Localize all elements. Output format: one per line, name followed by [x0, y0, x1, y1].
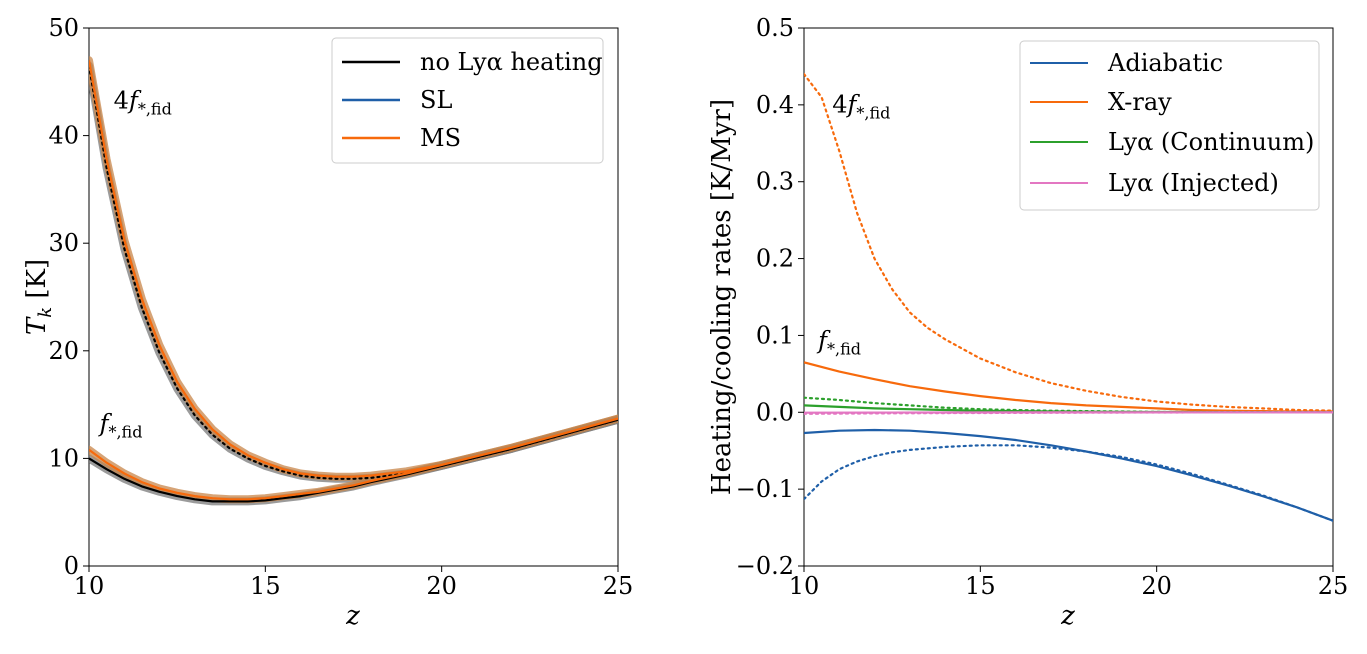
right-annotation-0: 4f*,fid	[832, 91, 890, 123]
right-y-tick-label-4: 0.2	[756, 245, 794, 273]
left-y-axis-label-sub: k	[35, 307, 56, 318]
right-legend: Adiabatic X-ray Lyα (Continuum) Lyα (Inj…	[1020, 41, 1319, 210]
left-legend-label-0: no Lyα heating	[420, 48, 603, 76]
left-x-axis-label: z	[345, 601, 360, 631]
left-legend: no Lyα heating SL MS	[332, 38, 603, 163]
right-legend-label-2: Lyα (Continuum)	[1108, 128, 1314, 156]
right-legend-label-0: Adiabatic	[1107, 49, 1223, 77]
right-series-line-3	[804, 405, 1333, 412]
right-legend-label-1: X-ray	[1108, 88, 1172, 116]
right-x-tick-label-3: 25	[1318, 572, 1349, 600]
left-annotation-1: f*,fid	[98, 410, 143, 442]
left-y-tick-label-3: 30	[48, 229, 79, 257]
right-y-tick-label-0: −0.2	[736, 552, 794, 580]
left-y-tick-label-5: 50	[48, 14, 79, 42]
left-y-tick-label-0: 0	[64, 552, 79, 580]
right-x-axis-label: z	[1060, 601, 1075, 631]
left-x-tick-label-1: 15	[250, 572, 281, 600]
right-y-tick-label-2: 0.0	[756, 398, 794, 426]
right-y-tick-label-3: 0.1	[756, 321, 794, 349]
right-x-tick-label-2: 20	[1141, 572, 1172, 600]
left-annotation-0: 4f*,fid	[114, 87, 172, 119]
right-series-line-6	[804, 445, 1333, 520]
right-x-tick-label-1: 15	[965, 572, 996, 600]
left-y-axis-label-main: T	[22, 316, 52, 335]
left-x-tick-label-3: 25	[603, 572, 634, 600]
left-legend-label-1: SL	[420, 86, 452, 114]
right-y-tick-label-1: −0.1	[736, 475, 794, 503]
right-y-tick-label-7: 0.5	[756, 14, 794, 42]
right-annotation-1: f*,fid	[816, 326, 861, 358]
right-legend-label-3: Lyα (Injected)	[1108, 169, 1279, 197]
right-annotations-group: 4f*,fid f*,fid	[816, 91, 890, 359]
left-y-tick-label-4: 40	[48, 122, 79, 150]
left-y-tick-label-1: 10	[48, 444, 79, 472]
left-y-axis-label-unit: [K]	[22, 259, 52, 307]
left-x-tick-label-2: 20	[426, 572, 457, 600]
right-y-axis-label: Heating/cooling rates [K/Myr]	[707, 99, 737, 495]
left-y-axis-label: Tk [K]	[22, 259, 56, 335]
right-series-line-7	[804, 430, 1333, 521]
right-y-tick-label-5: 0.3	[756, 168, 794, 196]
left-y-tick-label-2: 20	[48, 337, 79, 365]
left-legend-label-2: MS	[420, 124, 461, 152]
right-y-tick-label-6: 0.4	[756, 91, 794, 119]
